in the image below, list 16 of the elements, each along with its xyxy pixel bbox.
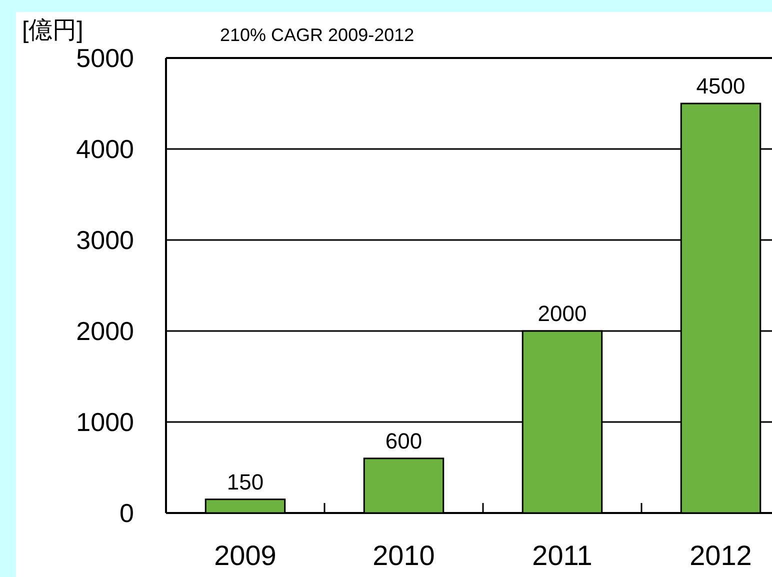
- y-tick-label: 5000: [76, 43, 134, 73]
- y-tick-label: 3000: [76, 225, 134, 255]
- x-tick-label: 2011: [532, 540, 592, 571]
- y-tick-label: 4000: [76, 134, 134, 164]
- chart-title: 210% CAGR 2009-2012: [220, 25, 414, 45]
- y-tick-label: 1000: [76, 407, 134, 437]
- data-label: 150: [226, 469, 264, 494]
- x-tick-label: 2010: [372, 540, 435, 571]
- data-label: 4500: [696, 74, 746, 98]
- data-label: 600: [385, 428, 422, 454]
- y-tick-label: 0: [120, 498, 134, 528]
- x-tick-label: 2009: [214, 540, 276, 571]
- data-label: 2000: [538, 301, 587, 326]
- y-tick-label: 2000: [76, 316, 134, 346]
- y-axis-title: [億円]: [22, 17, 84, 44]
- x-tick-label: 2012: [690, 540, 752, 571]
